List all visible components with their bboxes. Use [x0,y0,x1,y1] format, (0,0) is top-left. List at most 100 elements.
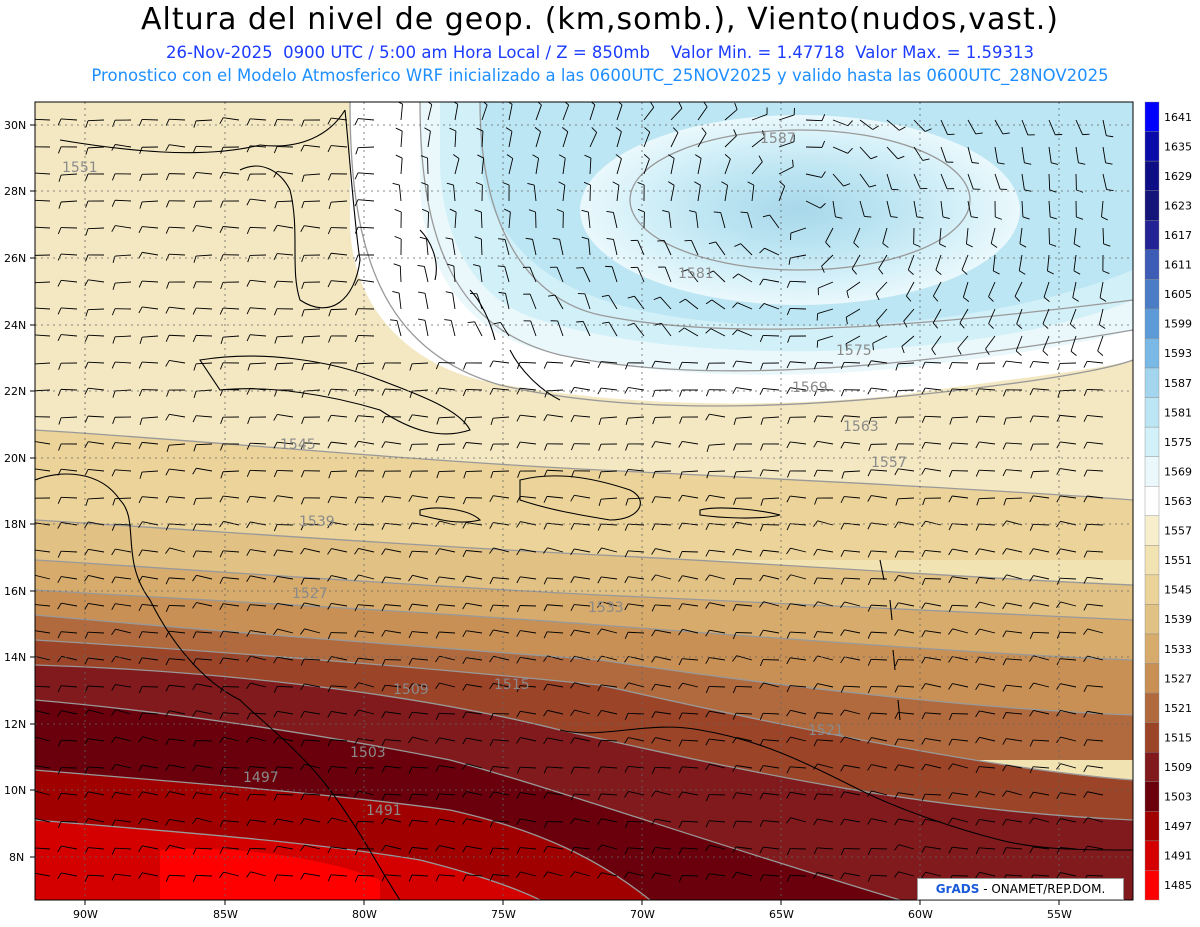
wind-barb [35,362,51,365]
wind-barb [304,793,321,796]
wind-barb [574,604,591,607]
wind-barb-feather [570,360,575,367]
wind-barb [115,736,132,742]
wind-barb-feather [840,496,845,504]
colorbar: 1641163516291623161716111605159915931587… [1144,101,1192,901]
wind-barb [35,736,51,742]
colorbar-swatch [1144,633,1160,664]
wind-barb [952,817,969,823]
wind-barb-feather [1029,739,1034,747]
wind-barb [276,685,294,688]
wind-barb-feather [435,818,440,826]
wind-barb-feather [867,469,872,477]
wind-barb-feather [462,389,467,397]
wind-barb [466,442,483,445]
wind-barb [1006,416,1023,419]
wind-barb-feather [651,574,656,581]
wind-barb-feather [995,216,1002,220]
wind-barb-feather [948,656,953,663]
wind-barb [601,416,618,419]
wind-barb [358,709,375,715]
wind-barb [967,146,973,163]
wind-barb-feather [111,819,116,827]
wind-barb [764,247,780,256]
wind-barb [790,603,807,607]
wind-barb-feather [301,201,305,209]
wind-barb-feather [246,496,251,503]
wind-barb-feather [732,578,737,586]
wind-barb [601,872,618,877]
wind-barb [736,604,753,607]
wind-barb [681,361,699,364]
wind-barb [979,847,996,850]
wind-barb [60,550,78,553]
wind-barb [859,146,872,160]
wind-barb [903,308,915,322]
wind-barb [684,327,699,337]
wind-barb-feather [1029,575,1034,582]
wind-barb-feather [112,173,116,181]
wind-barb [277,737,294,742]
wind-barb [35,226,51,229]
wind-barb-feather [165,227,170,234]
wind-barb [643,131,651,148]
wind-barb-feather [570,548,575,556]
wind-barb [493,766,510,769]
wind-barb-feather [897,155,905,160]
wind-barb-feather [328,335,332,343]
wind-barb-feather [652,417,656,425]
wind-barb-feather [516,548,521,556]
wind-barb-feather [846,291,850,299]
wind-barb [994,119,1004,135]
wind-barb [1033,495,1050,499]
wind-barb-feather [779,181,785,187]
wind-barb-feather [300,442,305,450]
wind-barb-feather [1019,243,1027,248]
wind-barb-feather [597,684,602,692]
wind-barb [1033,548,1050,553]
wind-barb-feather [705,495,710,502]
colorbar-swatch [1144,308,1160,339]
wind-barb [222,388,240,391]
wind-barb-feather [734,102,738,110]
wind-barb [685,298,699,310]
wind-barb [385,576,402,580]
wind-barb-feather [705,873,710,881]
wind-barb-feather [706,270,714,275]
wind-barb [628,655,645,661]
wind-barb [817,793,834,796]
wind-barb-feather [1056,415,1061,422]
wind-barb [589,132,598,148]
wind-barb-feather [678,766,683,774]
wind-barb [616,131,622,148]
wind-barb-feather [894,550,899,558]
wind-barb-feather [435,604,440,612]
wind-barb [924,793,942,796]
wind-barb [438,470,456,472]
wind-barb-feather [246,470,251,477]
wind-barb-feather [85,147,89,155]
colorbar-label: 1593 [1164,347,1192,360]
wind-barb [277,413,294,418]
wind-barb-feather [409,471,413,478]
wind-barb-feather [112,255,116,263]
wind-barb-feather [732,387,737,394]
wind-barb [562,158,566,175]
wind-barb-feather [246,736,251,743]
wind-barb-feather [328,471,332,479]
wind-barb-feather [139,418,143,426]
wind-barb [697,106,708,121]
wind-barb-feather [870,155,878,160]
wind-barb-feather [57,576,62,583]
wind-barb-feather [867,659,872,666]
wind-barb [504,239,510,256]
wind-barb-feather [220,147,224,154]
wind-barb [574,818,591,823]
wind-barb-feather [84,549,89,556]
wind-barb [853,227,861,243]
wind-barb-feather [678,875,683,883]
map-field: 1587 1581 1575 1569 1563 1557 1551 1545 … [35,102,1133,900]
wind-barb [1087,550,1104,553]
wind-barb-feather [444,319,452,321]
wind-barb [925,630,942,634]
